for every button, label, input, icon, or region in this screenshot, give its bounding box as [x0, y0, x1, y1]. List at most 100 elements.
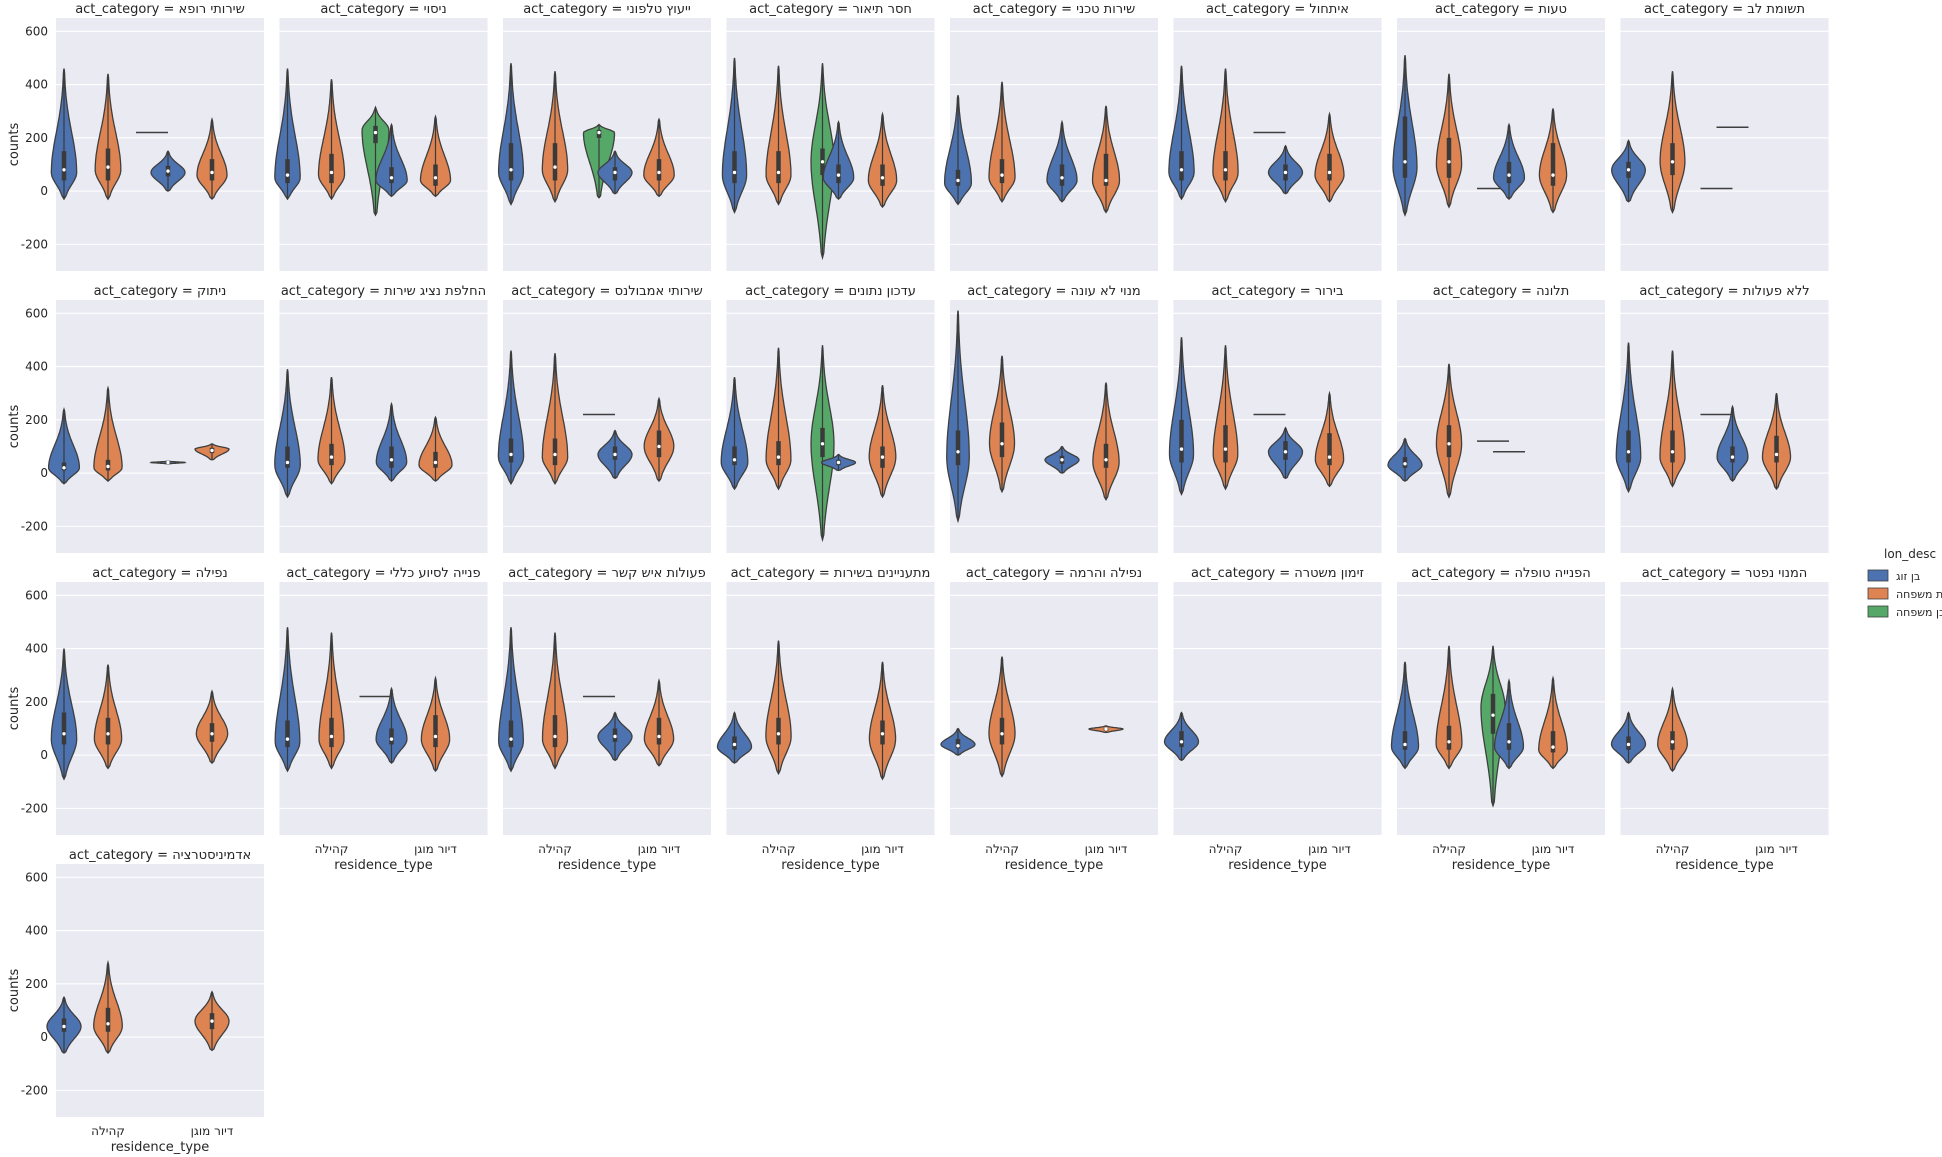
violin-median-dot — [1104, 727, 1108, 731]
violin-median-dot — [956, 744, 960, 748]
violin-median-dot — [329, 734, 334, 739]
violin-median-dot — [1179, 168, 1184, 172]
violin-median-dot — [166, 460, 170, 465]
y-tick-label: 0 — [40, 466, 48, 480]
facet-panel: act_category = פנייה לסיוע כללי קהילה דיור… — [274, 566, 488, 873]
violin-median-dot — [433, 734, 438, 739]
facet-title: act_category = חסר תיאור — [749, 2, 912, 17]
facet-title: act_category = ייעוץ טלפוני — [523, 2, 691, 17]
facet-panel: act_category = איתחול — [1168, 2, 1382, 271]
facet-panel: act_category = שירות טכני — [943, 2, 1158, 271]
violin-median-dot — [62, 1024, 66, 1029]
facet-panel: act_category = תשומת לב — [1611, 2, 1829, 271]
panel-background — [1620, 300, 1829, 553]
y-tick-label: 200 — [25, 131, 48, 145]
y-tick-label: -200 — [21, 237, 48, 251]
facet-panel: act_category = נפילה -200 0 200 400 600 counts — [7, 566, 264, 835]
violin-median-dot — [62, 732, 66, 736]
violin-median-dot — [1447, 442, 1451, 446]
panel-background — [1620, 18, 1829, 271]
facet-panel: act_category = נפילה והרמה קהילה דיור מוגן… — [940, 566, 1158, 873]
violin-median-dot — [166, 169, 170, 173]
facet-panel: act_category = חסר תיאור — [721, 2, 935, 271]
panel-background — [950, 582, 1158, 835]
legend-label: בן/בת משפחה — [1896, 588, 1942, 601]
violin-median-dot — [329, 455, 334, 459]
x-tick-label: דיור מוגן — [191, 1124, 234, 1138]
facet-title: act_category = טעות — [1435, 2, 1567, 17]
violin-median-dot — [509, 737, 513, 741]
violin-median-dot — [1179, 447, 1184, 451]
violin-median-dot — [613, 452, 617, 457]
x-tick-label: קהילה — [315, 842, 349, 856]
violin-median-dot — [1283, 450, 1288, 454]
x-axis-label: residence_type — [334, 858, 433, 873]
violin-median-dot — [1447, 160, 1451, 164]
facet-title: act_category = ניסוי — [320, 2, 446, 17]
facet-panel: act_category = ניסוי — [274, 2, 488, 271]
facet-panel: act_category = אדמיניסטרציה -200 0 200 400 60… — [7, 848, 264, 1155]
violin-median-dot — [1223, 168, 1228, 172]
violin-median-dot — [553, 452, 557, 457]
x-tick-label: דיור מוגן — [1532, 842, 1575, 856]
y-tick-label: 0 — [40, 184, 48, 198]
facet-title: act_category = תשומת לב — [1644, 2, 1805, 17]
violin-median-dot — [820, 160, 825, 164]
facet-panel: act_category = בירור — [1168, 284, 1382, 553]
violin-median-dot — [1551, 745, 1555, 749]
violin-median-dot — [1104, 178, 1108, 183]
y-tick-label: 200 — [25, 977, 48, 991]
violin-median-dot — [210, 1019, 214, 1023]
facet-title: act_category = שירותי אמבולנס — [511, 284, 703, 299]
x-axis-label: residence_type — [111, 1140, 210, 1155]
facet-title: act_category = שירותי רופא — [75, 2, 245, 17]
violin-median-dot — [389, 458, 394, 462]
x-tick-label: דיור מוגן — [1085, 842, 1128, 856]
facet-panel: act_category = תלונה — [1387, 284, 1605, 553]
violin-median-dot — [1403, 742, 1407, 747]
facet-title: act_category = אדמיניסטרציה — [69, 848, 251, 863]
facet-title: act_category = שירות טכני — [973, 2, 1135, 17]
violin-median-dot — [106, 464, 110, 469]
y-tick-label: 400 — [25, 642, 48, 656]
facet-panel: act_category = ייעוץ טלפוני — [497, 2, 711, 271]
violin-median-dot — [433, 460, 438, 465]
y-tick-label: 200 — [25, 695, 48, 709]
violin-median-dot — [657, 170, 661, 175]
facet-title: act_category = בירור — [1212, 284, 1344, 299]
violin-median-dot — [509, 168, 513, 172]
violin-median-dot — [1626, 450, 1631, 454]
violin-median-dot — [1507, 740, 1511, 744]
panel-background — [56, 864, 264, 1117]
y-tick-label: 600 — [25, 870, 48, 884]
facet-title: act_category = תלונה — [1433, 284, 1570, 299]
violin-median-dot — [1327, 455, 1332, 459]
panel-background — [1173, 18, 1382, 271]
facet-title: act_category = פעולות איש קשר — [508, 566, 705, 581]
panel-background — [279, 300, 488, 553]
violin-median-dot — [433, 176, 438, 180]
violin-median-dot — [62, 466, 66, 470]
violin-median-dot — [1670, 450, 1675, 454]
violin-median-dot — [836, 173, 841, 177]
violin-median-dot — [613, 734, 617, 739]
panel-background — [1620, 582, 1829, 835]
violin-median-dot — [553, 734, 557, 739]
violin-median-dot — [285, 737, 290, 741]
x-tick-label: דיור מוגן — [638, 842, 681, 856]
panel-background — [503, 300, 711, 553]
violin-median-dot — [880, 176, 885, 180]
facet-title: act_category = מנוי לא עונה — [967, 284, 1141, 299]
facet-panel: act_category = החלפת נציג שירות — [274, 284, 488, 553]
facet-panel: act_category = מנוי לא עונה — [946, 284, 1158, 553]
y-tick-label: 600 — [25, 24, 48, 38]
x-axis-label: residence_type — [1228, 858, 1327, 873]
violin-median-dot — [880, 732, 885, 736]
violin-median-dot — [1403, 462, 1407, 466]
facet-title: act_category = איתחול — [1206, 2, 1349, 17]
y-tick-label: 400 — [25, 78, 48, 92]
violin-median-dot — [553, 165, 557, 169]
violin-median-dot — [285, 460, 290, 465]
facet-title: act_category = החלפת נציג שירות — [281, 284, 486, 299]
